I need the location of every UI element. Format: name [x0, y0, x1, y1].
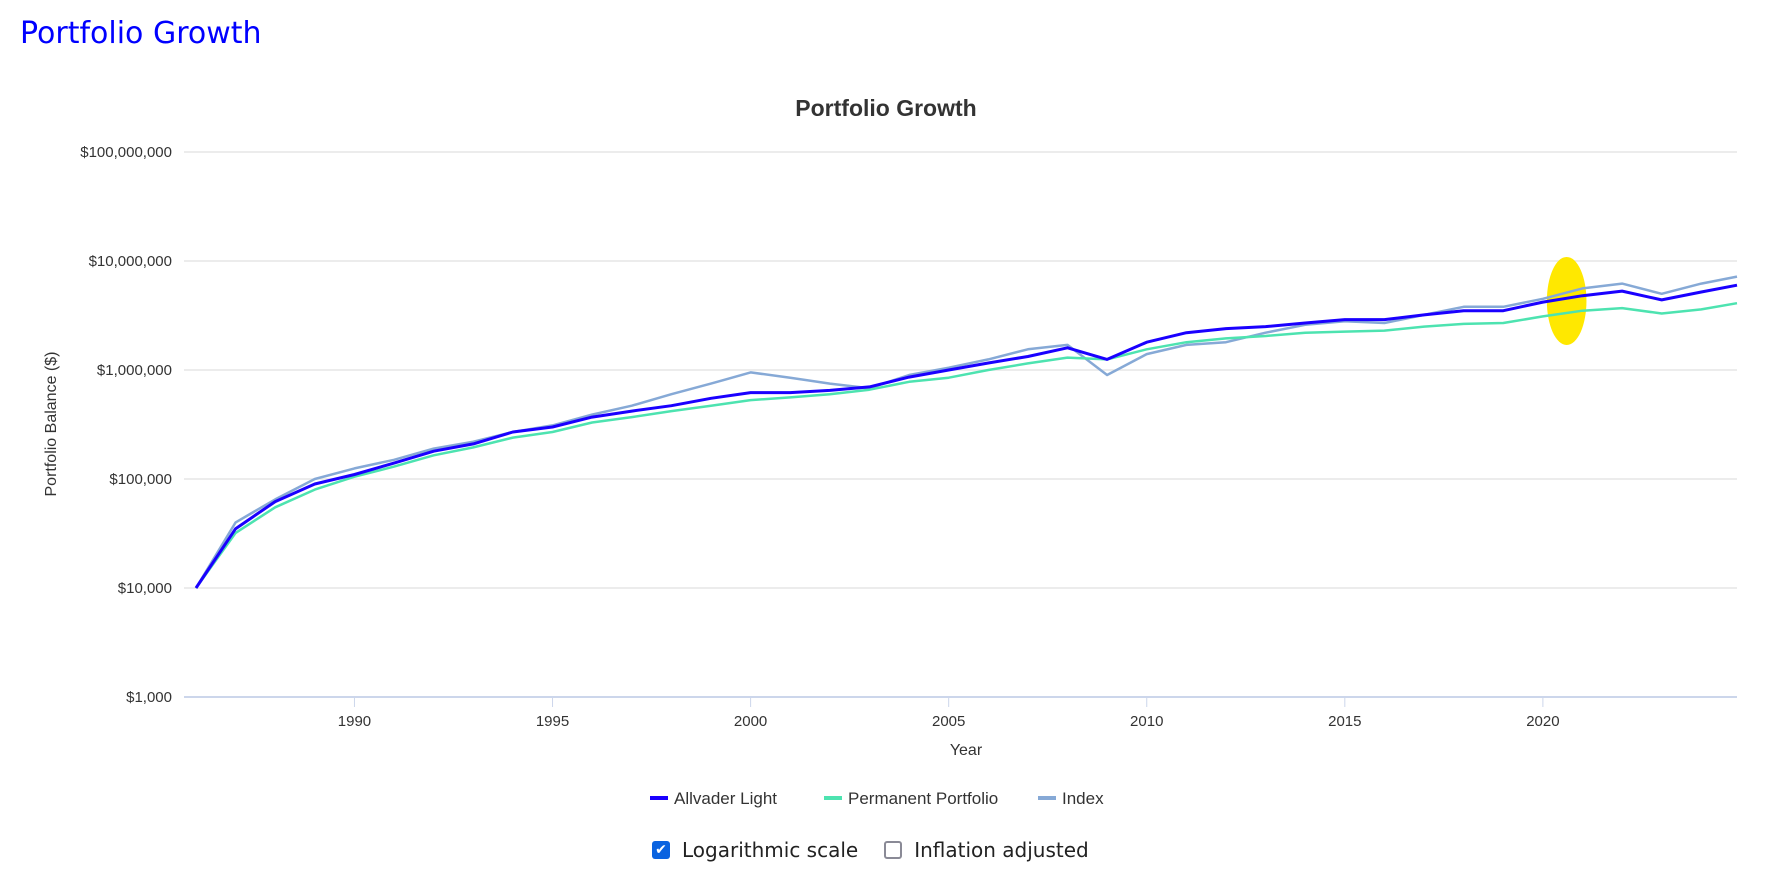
x-axis-label: Year	[950, 742, 983, 759]
highlight-marker	[1546, 256, 1587, 345]
y-tick-label: $1,000,000	[97, 362, 172, 379]
legend-label: Permanent Portfolio	[848, 789, 998, 808]
log-scale-label: Logarithmic scale	[682, 838, 859, 862]
x-tick-label: 2005	[932, 713, 965, 730]
x-tick-label: 1990	[338, 713, 371, 730]
legend-item[interactable]: Allvader Light	[650, 789, 777, 808]
inflation-adjusted-checkbox[interactable]: Inflation adjusted	[884, 838, 1089, 862]
y-tick-label: $100,000	[109, 471, 172, 488]
y-tick-label: $10,000	[118, 580, 172, 597]
chart-title: Portfolio Growth	[795, 95, 976, 121]
x-tick-label: 2015	[1328, 713, 1361, 730]
x-tick-label: 2010	[1130, 713, 1163, 730]
y-tick-label: $100,000,000	[80, 144, 172, 161]
x-tick-label: 1995	[536, 713, 569, 730]
chart-options: ✔ Logarithmic scale Inflation adjusted	[652, 838, 1115, 862]
series-line-index[interactable]	[194, 275, 1738, 589]
inflation-adjusted-label: Inflation adjusted	[914, 838, 1089, 862]
x-tick-label: 2000	[734, 713, 767, 730]
y-tick-label: $1,000	[126, 689, 172, 706]
legend-item[interactable]: Index	[1038, 789, 1104, 808]
series-line-allvader-light[interactable]	[194, 283, 1738, 589]
y-axis-label: Portfolio Balance ($)	[43, 352, 60, 497]
y-tick-label: $10,000,000	[89, 253, 172, 270]
legend-label: Allvader Light	[674, 789, 777, 808]
legend-label: Index	[1062, 789, 1104, 808]
page-title: Portfolio Growth	[20, 16, 262, 51]
log-scale-checkbox[interactable]: ✔ Logarithmic scale	[652, 838, 858, 862]
checkbox-checked-icon[interactable]: ✔	[652, 841, 670, 859]
legend-item[interactable]: Permanent Portfolio	[824, 789, 998, 808]
checkbox-unchecked-icon[interactable]	[884, 841, 903, 859]
x-tick-label: 2020	[1526, 713, 1559, 730]
series-line-permanent-portfolio[interactable]	[194, 301, 1738, 589]
